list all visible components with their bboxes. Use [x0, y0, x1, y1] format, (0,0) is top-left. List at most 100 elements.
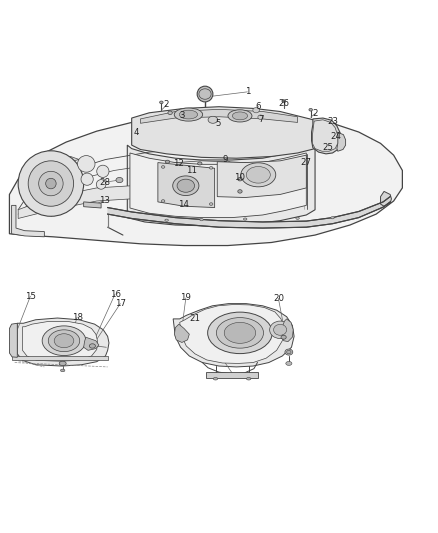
Polygon shape [10, 323, 17, 357]
Ellipse shape [208, 312, 272, 353]
Ellipse shape [232, 112, 247, 120]
Text: 9: 9 [223, 155, 228, 164]
Text: 27: 27 [301, 158, 312, 167]
Polygon shape [132, 107, 315, 158]
Ellipse shape [309, 108, 312, 111]
Polygon shape [282, 319, 293, 342]
Ellipse shape [97, 165, 109, 177]
Text: 1: 1 [245, 87, 250, 96]
Ellipse shape [282, 100, 286, 102]
Ellipse shape [208, 116, 218, 123]
Circle shape [28, 161, 74, 206]
Text: 11: 11 [186, 166, 197, 175]
Ellipse shape [78, 156, 95, 172]
Ellipse shape [331, 216, 334, 219]
Text: 7: 7 [258, 115, 264, 124]
Ellipse shape [81, 173, 93, 185]
Polygon shape [311, 118, 340, 154]
Ellipse shape [216, 318, 264, 348]
Polygon shape [10, 111, 403, 246]
Circle shape [18, 151, 84, 216]
Ellipse shape [179, 110, 198, 119]
Polygon shape [180, 304, 284, 364]
Ellipse shape [241, 163, 276, 187]
Circle shape [39, 171, 63, 196]
Ellipse shape [168, 111, 172, 115]
Ellipse shape [270, 321, 290, 338]
Text: 23: 23 [327, 117, 338, 126]
Ellipse shape [213, 377, 218, 380]
Ellipse shape [96, 180, 106, 189]
Polygon shape [84, 337, 99, 350]
Ellipse shape [198, 162, 202, 165]
Text: 18: 18 [71, 313, 83, 321]
Text: 2: 2 [312, 109, 318, 118]
Text: 19: 19 [180, 294, 191, 302]
Polygon shape [17, 318, 109, 366]
Polygon shape [130, 153, 306, 217]
Polygon shape [337, 132, 346, 151]
Ellipse shape [60, 369, 65, 372]
Text: 12: 12 [173, 159, 184, 168]
Polygon shape [18, 185, 132, 219]
Ellipse shape [54, 334, 74, 348]
Circle shape [197, 86, 213, 102]
Ellipse shape [174, 108, 203, 121]
Polygon shape [381, 191, 392, 206]
Ellipse shape [161, 166, 165, 168]
Ellipse shape [274, 325, 287, 335]
Text: 24: 24 [331, 132, 342, 141]
Ellipse shape [224, 322, 256, 343]
Text: 26: 26 [278, 99, 289, 108]
Text: 5: 5 [215, 119, 221, 128]
Text: 6: 6 [255, 102, 261, 111]
Text: 28: 28 [99, 177, 110, 187]
Ellipse shape [165, 160, 170, 163]
Ellipse shape [296, 217, 299, 220]
Polygon shape [12, 356, 108, 360]
Ellipse shape [285, 349, 293, 355]
Ellipse shape [165, 219, 168, 221]
Text: 4: 4 [133, 127, 139, 136]
Ellipse shape [246, 166, 270, 183]
Polygon shape [108, 197, 390, 228]
Polygon shape [158, 163, 215, 207]
Text: 17: 17 [115, 299, 126, 308]
Ellipse shape [209, 166, 213, 169]
Text: 13: 13 [99, 196, 110, 205]
Ellipse shape [281, 335, 286, 339]
Ellipse shape [48, 330, 80, 352]
Polygon shape [141, 109, 297, 123]
Text: 15: 15 [25, 292, 36, 301]
Text: 10: 10 [234, 173, 245, 182]
Polygon shape [84, 202, 101, 208]
Polygon shape [22, 321, 98, 361]
Ellipse shape [59, 361, 66, 366]
Ellipse shape [89, 344, 95, 348]
Ellipse shape [42, 326, 86, 356]
Circle shape [46, 179, 56, 189]
Polygon shape [217, 155, 306, 198]
Ellipse shape [161, 200, 165, 203]
Ellipse shape [247, 377, 251, 380]
Text: 25: 25 [323, 143, 334, 152]
Polygon shape [206, 372, 258, 378]
Ellipse shape [177, 179, 194, 192]
Polygon shape [173, 304, 294, 367]
Polygon shape [312, 120, 338, 151]
Text: 14: 14 [178, 200, 189, 209]
Text: 21: 21 [189, 313, 200, 322]
Text: 2: 2 [164, 100, 170, 109]
Polygon shape [35, 157, 79, 167]
Polygon shape [174, 324, 189, 343]
Ellipse shape [287, 350, 291, 354]
Text: 20: 20 [273, 294, 284, 303]
Ellipse shape [209, 203, 213, 205]
Ellipse shape [173, 176, 199, 196]
Polygon shape [127, 144, 315, 226]
Ellipse shape [159, 101, 163, 103]
Ellipse shape [200, 219, 203, 221]
Ellipse shape [228, 110, 252, 122]
Ellipse shape [116, 177, 123, 183]
Polygon shape [12, 205, 44, 237]
